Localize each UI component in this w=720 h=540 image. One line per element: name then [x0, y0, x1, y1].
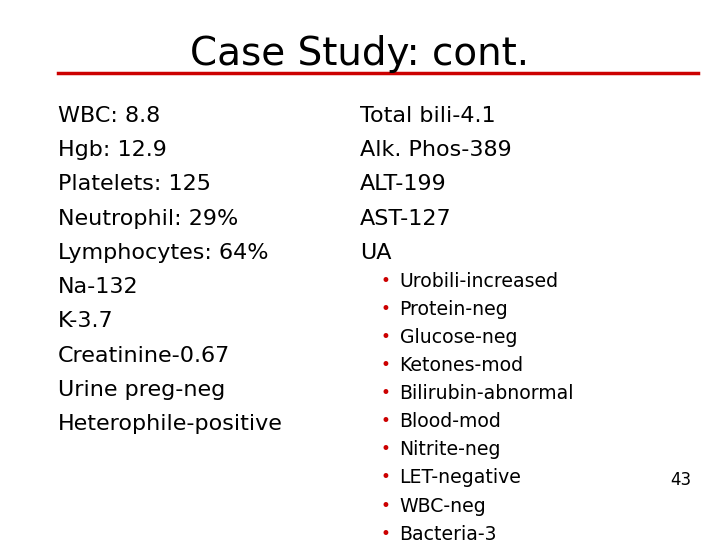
Text: Lymphocytes: 64%: Lymphocytes: 64% [58, 243, 268, 263]
Text: Total bili-4.1: Total bili-4.1 [360, 106, 495, 126]
Text: •: • [380, 497, 390, 515]
Text: WBC-neg: WBC-neg [400, 497, 486, 516]
Text: LET-negative: LET-negative [400, 469, 521, 488]
Text: ALT-199: ALT-199 [360, 174, 446, 194]
Text: Na-132: Na-132 [58, 277, 138, 297]
Text: Bilirubin-abnormal: Bilirubin-abnormal [400, 384, 574, 403]
Text: Blood-mod: Blood-mod [400, 413, 501, 431]
Text: Creatinine-0.67: Creatinine-0.67 [58, 346, 230, 366]
Text: •: • [380, 328, 390, 346]
Text: K-3.7: K-3.7 [58, 311, 113, 331]
Text: Platelets: 125: Platelets: 125 [58, 174, 210, 194]
Text: •: • [380, 272, 390, 290]
Text: •: • [380, 356, 390, 374]
Text: UA: UA [360, 243, 392, 263]
Text: Nitrite-neg: Nitrite-neg [400, 441, 501, 460]
Text: Bacteria-3: Bacteria-3 [400, 525, 497, 540]
Text: Heterophile-positive: Heterophile-positive [58, 414, 282, 434]
Text: Ketones-mod: Ketones-mod [400, 356, 523, 375]
Text: AST-127: AST-127 [360, 208, 451, 228]
Text: Urobili-increased: Urobili-increased [400, 272, 559, 291]
Text: Case Study: cont.: Case Study: cont. [190, 35, 530, 73]
Text: •: • [380, 469, 390, 487]
Text: •: • [380, 384, 390, 402]
Text: Hgb: 12.9: Hgb: 12.9 [58, 140, 166, 160]
Text: Neutrophil: 29%: Neutrophil: 29% [58, 208, 238, 228]
Text: 43: 43 [670, 470, 691, 489]
Text: Urine preg-neg: Urine preg-neg [58, 380, 225, 400]
Text: •: • [380, 300, 390, 318]
Text: Protein-neg: Protein-neg [400, 300, 508, 319]
Text: •: • [380, 413, 390, 430]
Text: Glucose-neg: Glucose-neg [400, 328, 517, 347]
Text: WBC: 8.8: WBC: 8.8 [58, 106, 160, 126]
Text: •: • [380, 441, 390, 458]
Text: •: • [380, 525, 390, 540]
Text: Alk. Phos-389: Alk. Phos-389 [360, 140, 512, 160]
